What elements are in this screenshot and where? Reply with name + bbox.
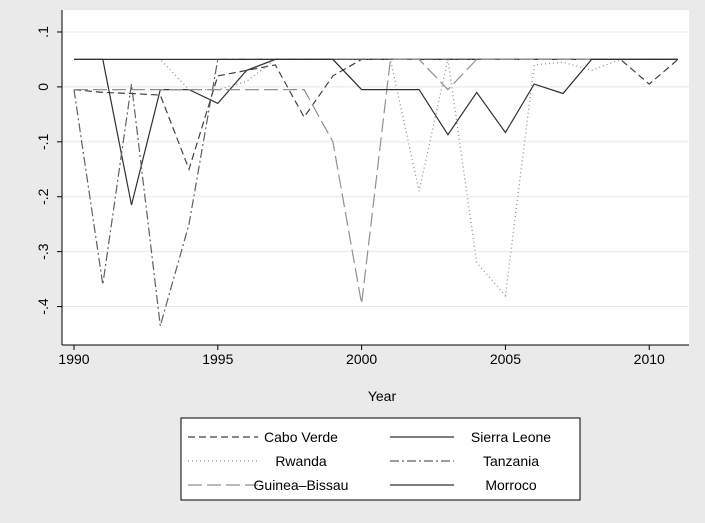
legend-label-0: Cabo Verde <box>264 429 338 445</box>
axes: 1990 1995 2000 2005 2010 .1 0 -.1 -.2 -.3 -.4 <box>35 10 689 367</box>
gridlines <box>62 31 689 308</box>
y-tick-label-0: .1 <box>35 26 51 38</box>
x-axis-label: Year <box>368 388 397 404</box>
legend-label-4: Guinea–Bissau <box>254 477 349 493</box>
plot-area <box>62 10 689 345</box>
y-tick-label-5: -.4 <box>35 298 51 315</box>
series-line-4 <box>74 58 678 304</box>
x-tick-label-0: 1990 <box>58 351 89 367</box>
y-tick-label-1: 0 <box>35 83 51 91</box>
x-tick-label-4: 2010 <box>634 351 665 367</box>
y-tick-label-2: -.1 <box>35 133 51 150</box>
y-tick-label-4: -.3 <box>35 243 51 260</box>
legend-label-1: Sierra Leone <box>471 429 551 445</box>
legend-box <box>180 417 581 501</box>
legend-label-3: Tanzania <box>483 453 539 469</box>
x-tick-label-2: 2000 <box>346 351 377 367</box>
series-layer <box>73 58 679 326</box>
y-tick-label-3: -.2 <box>35 188 51 205</box>
legend: Cabo Verde Sierra Leone Rwanda Tanzania Guin… <box>180 417 581 501</box>
legend-label-5: Morroco <box>485 477 537 493</box>
x-tick-label-3: 2005 <box>490 351 521 367</box>
series-line-5 <box>74 58 678 136</box>
x-tick-label-1: 1995 <box>202 351 233 367</box>
legend-label-2: Rwanda <box>275 453 327 469</box>
